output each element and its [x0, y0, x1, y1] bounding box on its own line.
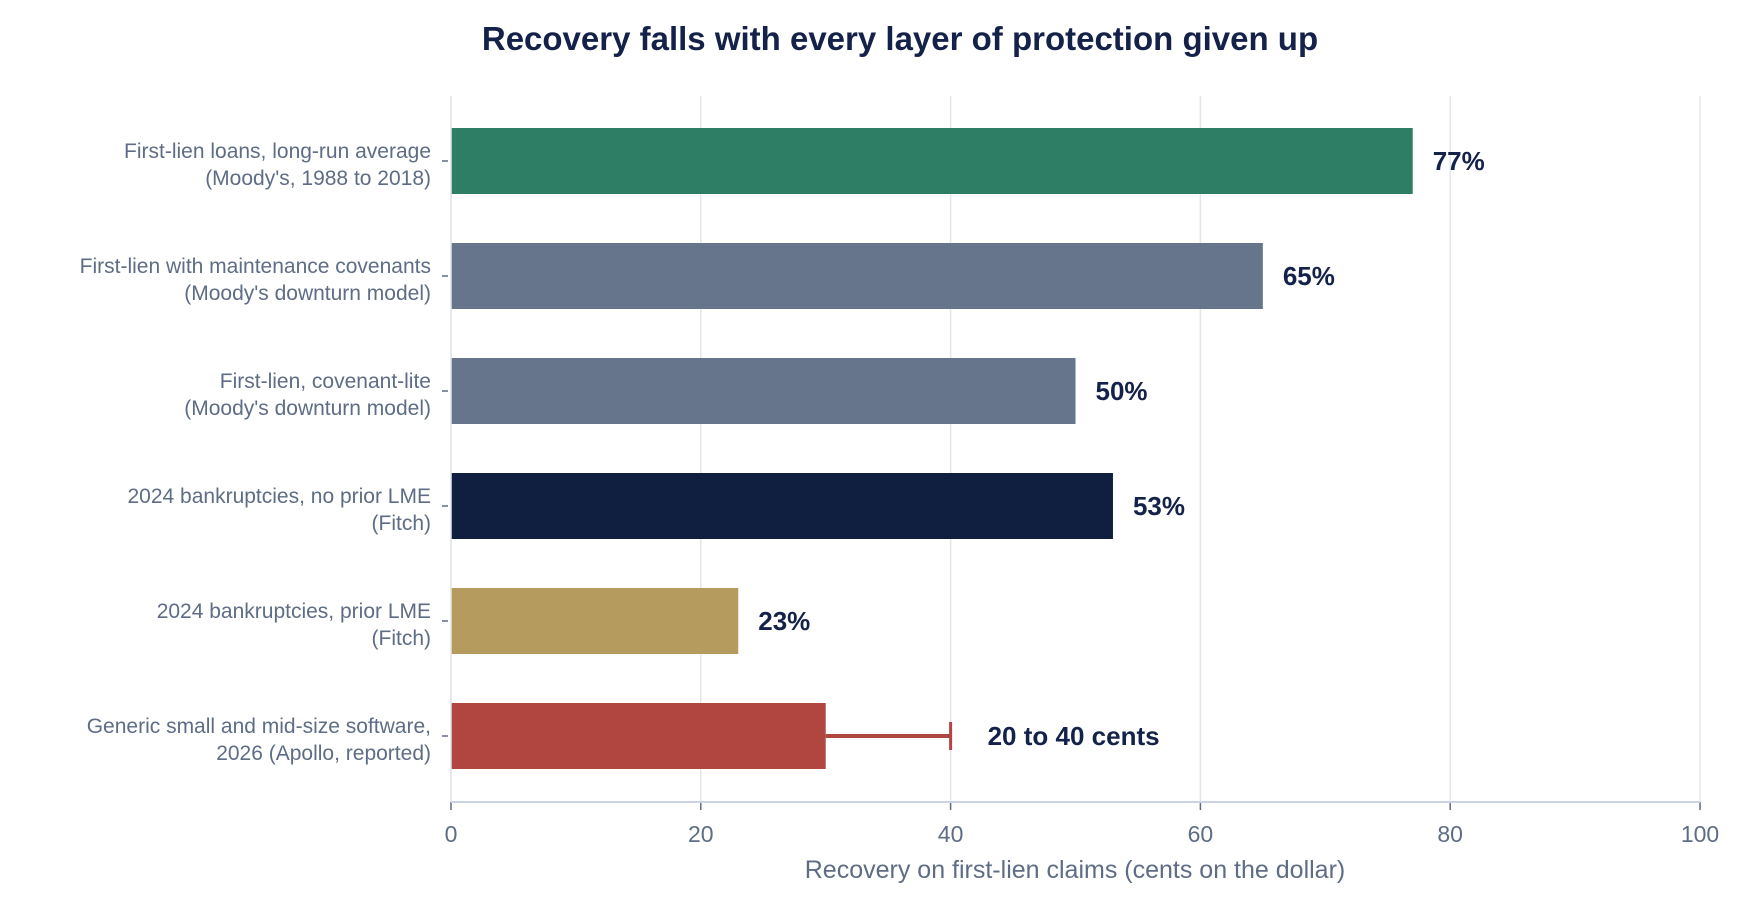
category-label: 2024 bankruptcies, prior LME (Fitch)	[157, 600, 431, 650]
bar	[451, 128, 1413, 194]
data-label: 20 to 40 cents	[988, 721, 1160, 751]
bar	[451, 473, 1113, 539]
bar	[451, 243, 1263, 309]
x-tick-label: 100	[1681, 821, 1719, 847]
category-label: Generic small and mid-size software, 2026…	[87, 715, 431, 765]
bars	[451, 128, 1413, 769]
data-label: 50%	[1096, 376, 1148, 406]
data-label: 23%	[758, 606, 810, 636]
bar	[451, 703, 826, 769]
bar	[451, 358, 1076, 424]
bar	[451, 588, 739, 654]
data-label: 53%	[1133, 491, 1185, 521]
x-tick-label: 20	[688, 821, 714, 847]
chart-title: Recovery falls with every layer of prote…	[482, 20, 1318, 57]
axes: 0 20 40 60 80 100	[442, 96, 1719, 847]
gridlines	[450, 96, 1701, 802]
category-label: First-lien loans, long-run average (Moody…	[124, 140, 431, 190]
category-label: 2024 bankruptcies, no prior LME (Fitch)	[127, 485, 431, 535]
x-tick-label: 40	[938, 821, 964, 847]
labels: First-lien loans, long-run average (Moody…	[80, 140, 1485, 765]
x-tick-label: 60	[1188, 821, 1214, 847]
category-label: First-lien with maintenance covenants (Mo…	[80, 255, 431, 305]
data-label: 77%	[1433, 146, 1485, 176]
x-tick-label: 0	[445, 821, 458, 847]
category-label: First-lien, covenant-lite (Moody's downtu…	[184, 370, 431, 420]
x-tick-label: 80	[1437, 821, 1463, 847]
data-label: 65%	[1283, 261, 1335, 291]
x-axis-title: Recovery on first-lien claims (cents on …	[805, 856, 1345, 884]
